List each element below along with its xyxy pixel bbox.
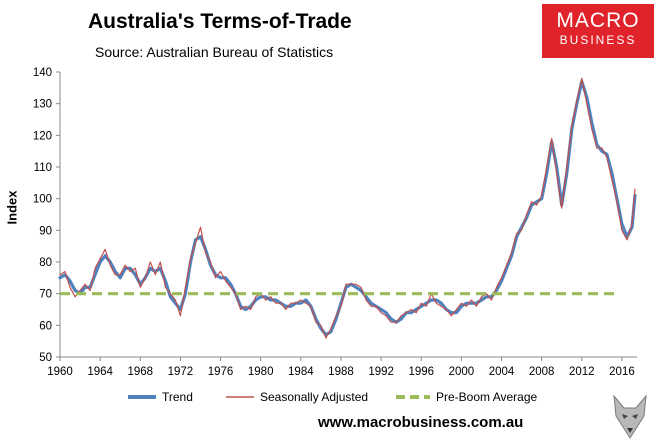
website-url[interactable]: www.macrobusiness.com.au (318, 414, 524, 431)
x-tick-label: 1980 (248, 366, 274, 378)
y-tick-label: 90 (39, 225, 52, 237)
y-tick-label: 100 (33, 194, 52, 206)
x-tick-label: 2012 (569, 366, 595, 378)
y-tick-label: 70 (39, 289, 52, 301)
x-tick-label: 2016 (609, 366, 635, 378)
y-tick-label: 50 (39, 352, 52, 364)
chart-subtitle: Source: Australian Bureau of Statistics (95, 44, 334, 60)
legend-label-seasonally-adjusted: Seasonally Adjusted (260, 390, 369, 404)
series-seasonally-adjusted-line (59, 77, 636, 339)
fox-mascot-icon (613, 394, 647, 439)
x-tick-label: 2008 (529, 366, 555, 378)
y-tick-label: 140 (33, 67, 52, 79)
x-tick-label: 1976 (208, 366, 234, 378)
x-tick-label: 2004 (489, 366, 515, 378)
y-tick-label: 60 (39, 320, 52, 332)
legend-swatch-seasonally-adjusted (226, 396, 254, 398)
legend-item-pre-boom-average: Pre-Boom Average (396, 390, 537, 404)
y-tick-label: 110 (34, 162, 52, 174)
x-tick-label: 1972 (168, 366, 194, 378)
x-tick-label: 1960 (47, 366, 73, 378)
logo-line-1: MACRO (556, 9, 640, 32)
legend-label-pre-boom-average: Pre-Boom Average (436, 390, 538, 404)
legend-label-trend: Trend (162, 390, 193, 404)
x-tick-label: 1996 (408, 366, 434, 378)
chart-legend: Trend Seasonally Adjusted Pre-Boom Avera… (128, 390, 608, 408)
x-tick-label: 1988 (328, 366, 354, 378)
x-tick-label: 1992 (368, 366, 394, 378)
y-tick-label: 130 (33, 99, 52, 111)
chart-title: Australia's Terms-of-Trade (88, 10, 352, 33)
legend-item-trend: Trend (128, 390, 193, 404)
legend-item-seasonally-adjusted: Seasonally Adjusted (226, 390, 368, 404)
series-trend-line (58, 79, 637, 337)
legend-swatch-pre-boom-average (396, 395, 430, 399)
legend-swatch-trend (128, 395, 156, 399)
macrobusiness-logo[interactable]: MACRO BUSINESS (542, 4, 654, 58)
y-tick-label: 120 (33, 130, 52, 142)
x-tick-label: 1968 (127, 366, 153, 378)
x-tick-label: 1984 (288, 366, 314, 378)
x-tick-label: 2000 (449, 366, 475, 378)
x-tick-label: 1964 (87, 366, 113, 378)
logo-line-2: BUSINESS (559, 33, 637, 47)
y-tick-label: 80 (39, 257, 52, 269)
